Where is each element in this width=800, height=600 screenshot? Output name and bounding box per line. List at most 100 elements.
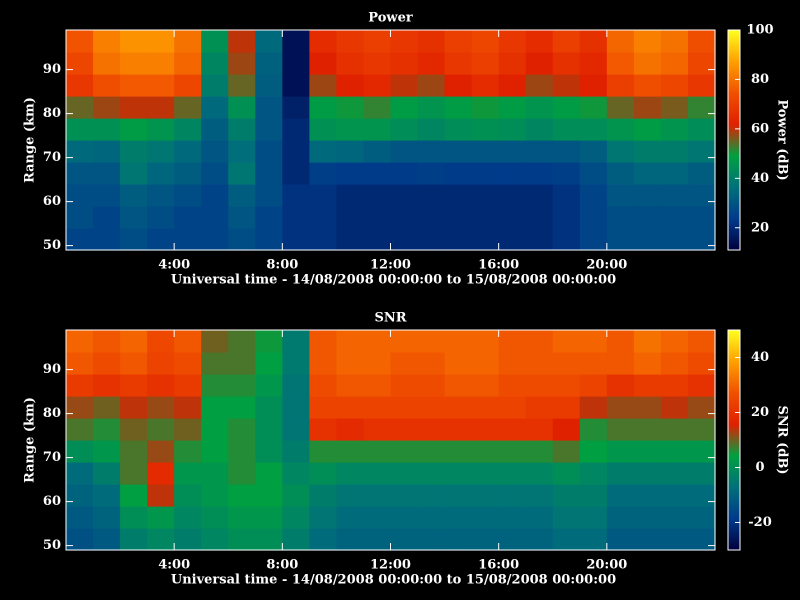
heatmap-cell xyxy=(471,30,500,53)
heatmap-cell xyxy=(174,528,202,551)
heatmap-cell xyxy=(120,506,148,529)
heatmap-cell xyxy=(498,396,527,419)
heatmap-cell xyxy=(174,418,202,441)
heatmap-cell xyxy=(255,184,283,207)
heatmap-cell xyxy=(687,140,716,163)
heatmap-cell xyxy=(660,374,689,397)
heatmap-cell xyxy=(93,506,121,529)
heatmap-cell xyxy=(228,96,256,119)
heatmap-cell xyxy=(633,30,662,53)
heatmap-cell xyxy=(417,484,446,507)
heatmap-cell xyxy=(525,528,554,551)
heatmap-cell xyxy=(336,206,365,229)
heatmap-cell xyxy=(444,418,473,441)
heatmap-cell xyxy=(282,184,310,207)
heatmap-cell xyxy=(552,396,581,419)
heatmap-cell xyxy=(390,440,419,463)
colorbar-tick-label: 40 xyxy=(751,350,769,365)
heatmap-cell xyxy=(687,396,716,419)
heatmap-cell xyxy=(309,462,338,485)
heatmap-cell xyxy=(660,140,689,163)
heatmap-cell xyxy=(201,162,229,185)
heatmap-cell xyxy=(228,118,256,141)
heatmap-cell xyxy=(579,118,608,141)
heatmap-cell xyxy=(363,30,392,53)
x-tick-label: 8:00 xyxy=(266,558,298,573)
heatmap-cell xyxy=(174,74,202,97)
heatmap-cell xyxy=(174,440,202,463)
heatmap-cell xyxy=(147,228,175,251)
heatmap-cell xyxy=(336,396,365,419)
heatmap-cell xyxy=(93,206,121,229)
heatmap-cell xyxy=(633,74,662,97)
heatmap-cell xyxy=(687,184,716,207)
y-tick-label: 80 xyxy=(43,106,61,121)
heatmap-cell xyxy=(444,352,473,375)
heatmap-cell xyxy=(282,74,310,97)
heatmap-cell xyxy=(606,462,635,485)
heatmap-cell xyxy=(120,228,148,251)
heatmap-cell xyxy=(201,352,229,375)
heatmap-cell xyxy=(363,374,392,397)
heatmap-cell xyxy=(309,118,338,141)
heatmap-cell xyxy=(552,74,581,97)
heatmap-cell xyxy=(336,462,365,485)
heatmap-cell xyxy=(282,506,310,529)
heatmap-cell xyxy=(336,330,365,353)
heatmap-cell xyxy=(363,74,392,97)
heatmap-cell xyxy=(282,528,310,551)
colorbar-tick-label: 20 xyxy=(751,220,769,235)
heatmap-cell xyxy=(363,462,392,485)
heatmap-cell xyxy=(309,440,338,463)
heatmap-cell xyxy=(390,162,419,185)
heatmap-cell xyxy=(579,162,608,185)
heatmap-cell xyxy=(498,52,527,75)
x-tick-label: 16:00 xyxy=(478,558,519,573)
heatmap-cell xyxy=(66,96,94,119)
heatmap-cell xyxy=(66,184,94,207)
heatmap-cell xyxy=(147,162,175,185)
y-tick-label: 90 xyxy=(43,62,61,77)
heatmap-cell xyxy=(174,330,202,353)
colorbar-tick-label: 40 xyxy=(751,171,769,186)
heatmap-cell xyxy=(579,52,608,75)
heatmap-cell xyxy=(471,118,500,141)
heatmap-cell xyxy=(687,228,716,251)
heatmap-cell xyxy=(309,184,338,207)
heatmap-cell xyxy=(579,206,608,229)
heatmap-cell xyxy=(390,74,419,97)
heatmap-cell xyxy=(93,528,121,551)
heatmap-cell xyxy=(606,184,635,207)
heatmap-cell xyxy=(579,352,608,375)
heatmap-cell xyxy=(255,206,283,229)
heatmap-cell xyxy=(633,140,662,163)
heatmap-cell xyxy=(444,140,473,163)
heatmap-cell xyxy=(174,96,202,119)
heatmap-cell xyxy=(336,506,365,529)
heatmap-cell xyxy=(390,96,419,119)
heatmap-cell xyxy=(498,330,527,353)
heatmap-cell xyxy=(498,374,527,397)
heatmap-cell xyxy=(498,140,527,163)
heatmap-cell xyxy=(309,162,338,185)
heatmap-cell xyxy=(687,506,716,529)
y-axis-label: Range (km) xyxy=(23,97,38,183)
heatmap-cell xyxy=(660,462,689,485)
heatmap-cell xyxy=(120,118,148,141)
heatmap-cell xyxy=(579,184,608,207)
heatmap-cell xyxy=(282,462,310,485)
heatmap-cell xyxy=(444,462,473,485)
heatmap-cell xyxy=(282,96,310,119)
heatmap-cell xyxy=(93,140,121,163)
heatmap-cell xyxy=(552,30,581,53)
heatmap-cell xyxy=(147,352,175,375)
heatmap-cell xyxy=(687,74,716,97)
heatmap-cell xyxy=(390,140,419,163)
heatmap-cell xyxy=(552,528,581,551)
x-axis-label: Universal time - 14/08/2008 00:00:00 to … xyxy=(171,573,616,588)
heatmap-cell xyxy=(444,30,473,53)
heatmap-cell xyxy=(660,118,689,141)
heatmap-cell xyxy=(606,506,635,529)
heatmap-cell xyxy=(120,528,148,551)
